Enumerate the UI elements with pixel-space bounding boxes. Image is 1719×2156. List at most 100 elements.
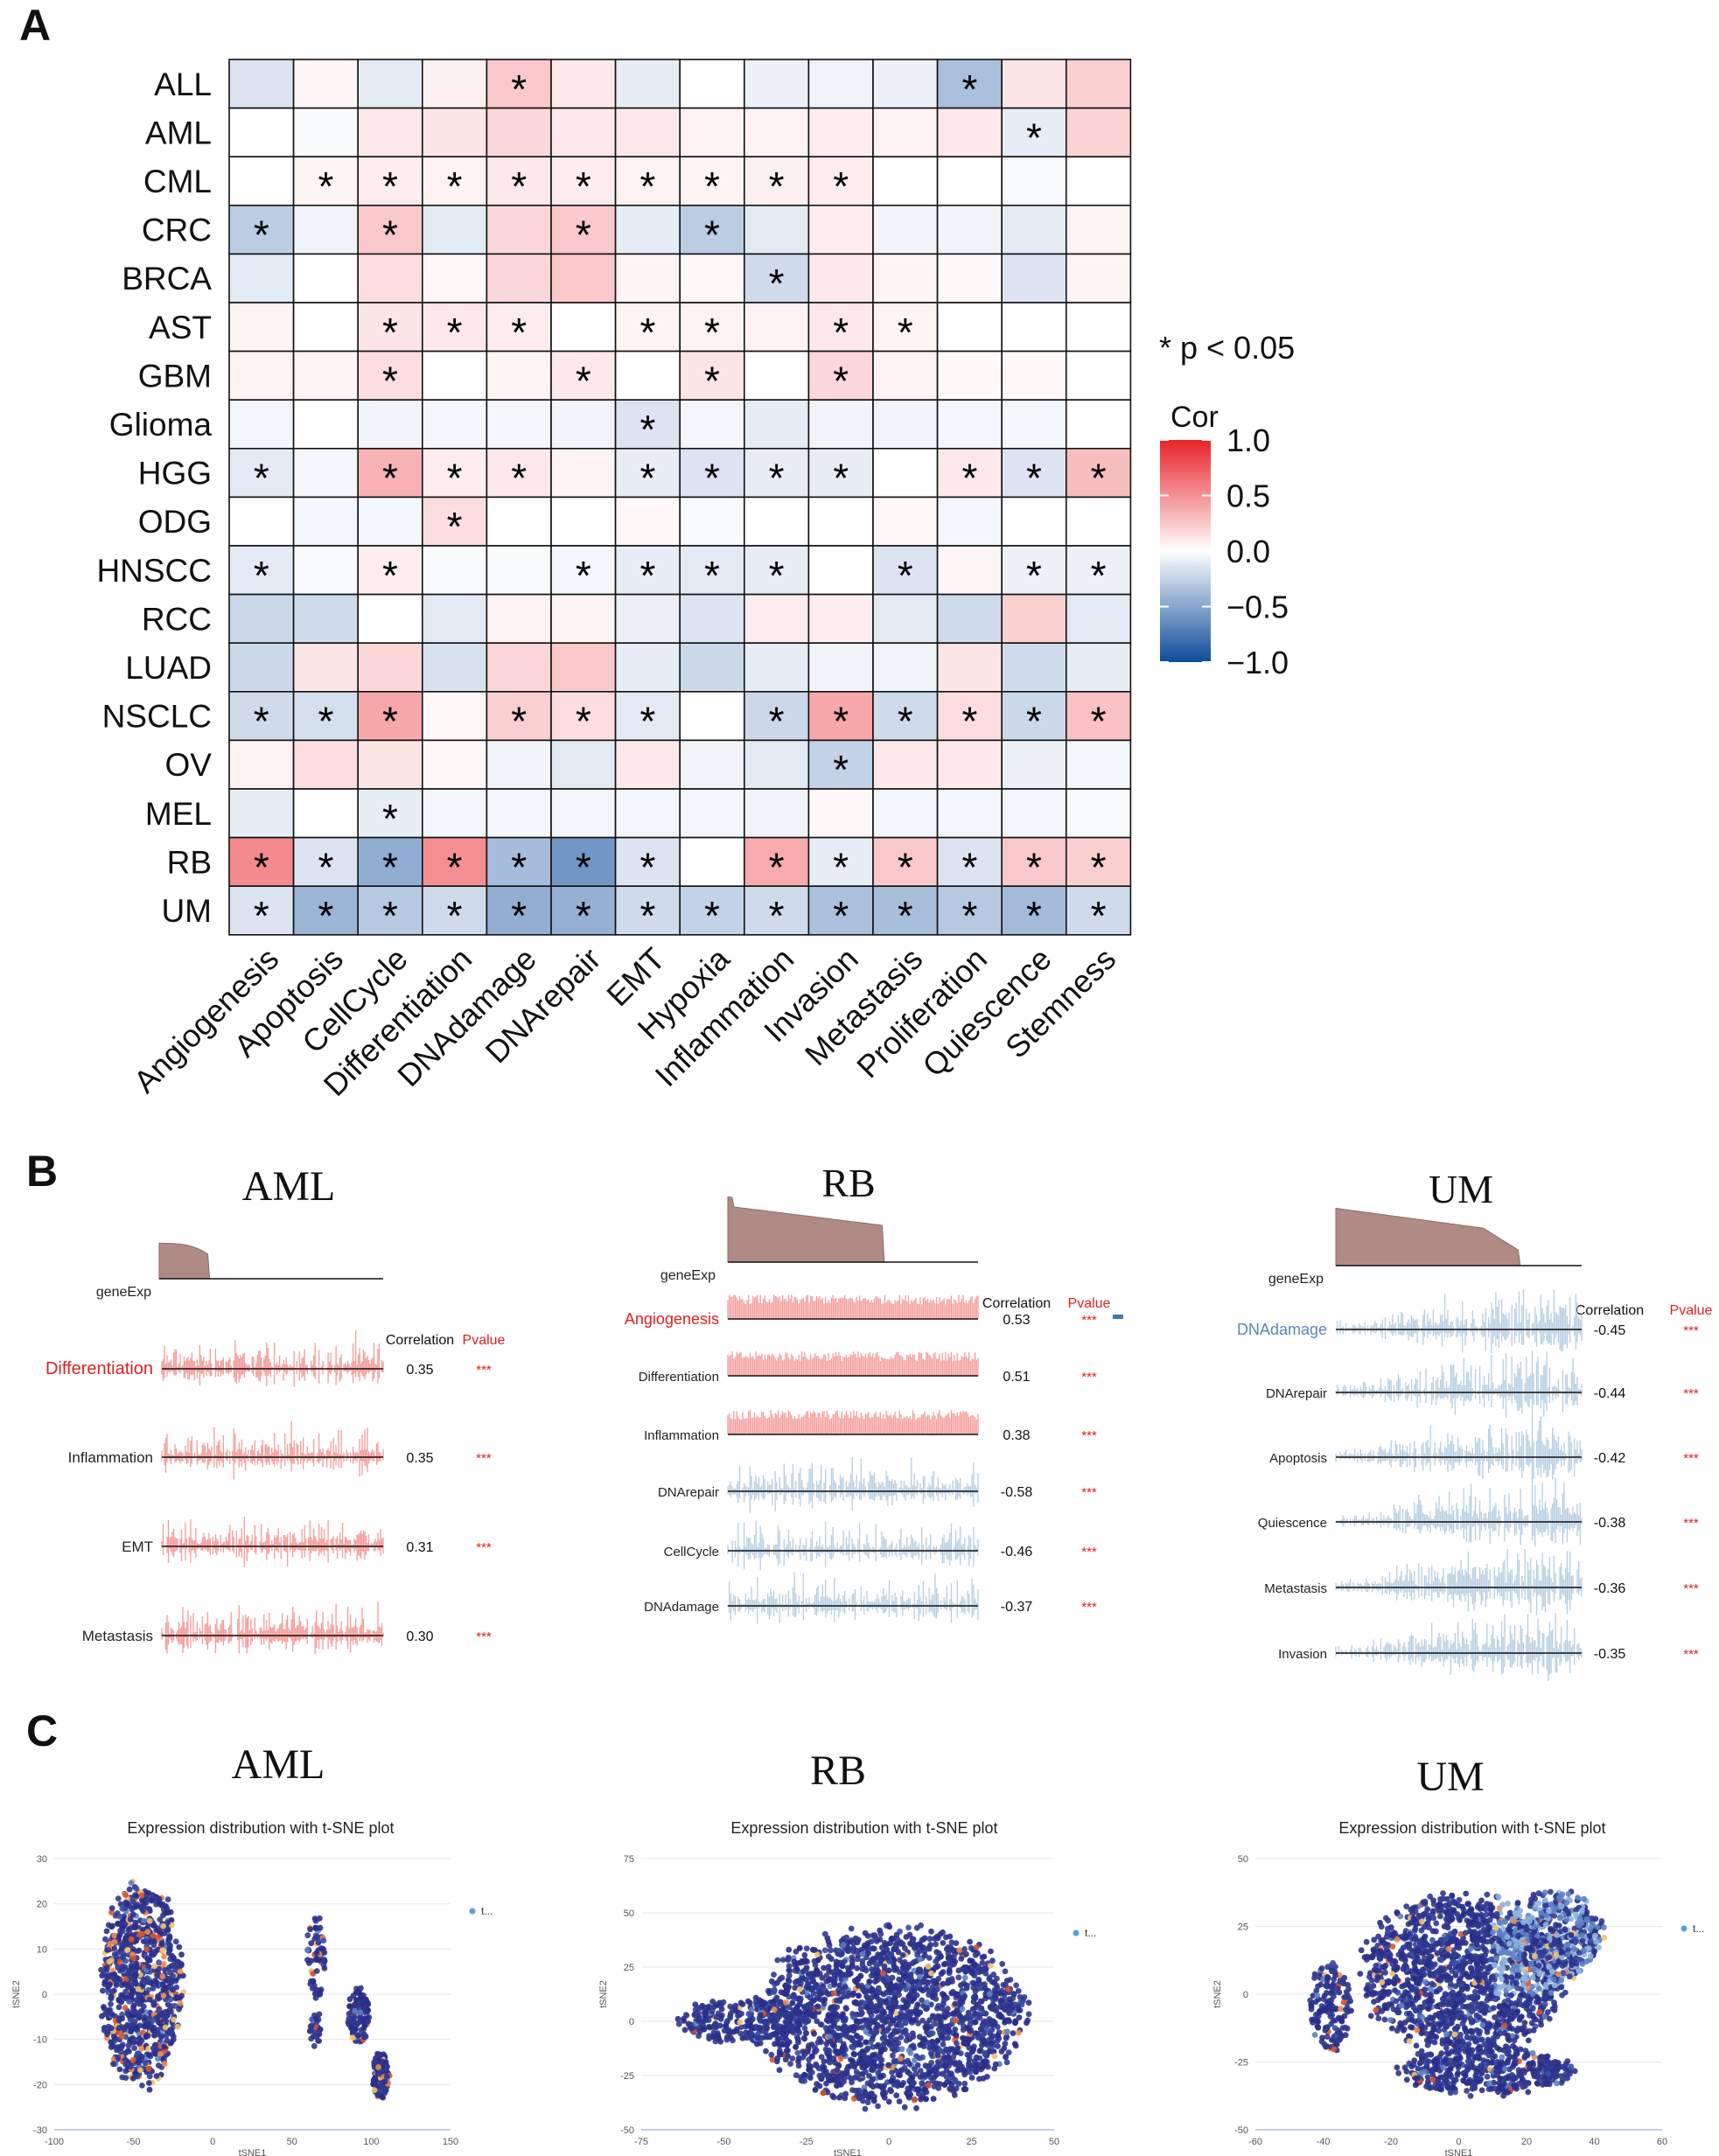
heatmap-cell (1066, 836, 1132, 887)
significance-mark: * (639, 553, 655, 598)
data-point (107, 1940, 114, 1947)
data-point (885, 1986, 892, 1993)
data-point (119, 1992, 126, 1999)
data-point (161, 2061, 168, 2068)
data-point (143, 1946, 150, 1953)
data-point (805, 1971, 812, 1978)
data-point (877, 1958, 884, 1965)
track-label: DNArepair (658, 1485, 719, 1500)
x-tick-label: -50 (127, 2137, 141, 2147)
data-point (110, 2061, 116, 2068)
data-point (157, 1901, 164, 1908)
significance-mark: * (833, 456, 849, 501)
legend-marker (469, 1908, 476, 1915)
data-point (139, 1930, 146, 1937)
data-point (911, 1941, 918, 1948)
pvalue-stars: *** (476, 1629, 492, 1644)
data-point (948, 1939, 955, 1946)
correlation-value: -0.42 (1594, 1451, 1626, 1466)
legend-tick-label: 1.0 (1226, 422, 1270, 458)
y-tick-label: 50 (624, 1908, 634, 1919)
data-point (806, 2064, 813, 2071)
significance-mark: * (769, 164, 785, 209)
correlation-value: -0.46 (1001, 1545, 1033, 1559)
data-point (924, 2005, 930, 2012)
data-point (125, 1971, 131, 1978)
data-point (815, 1985, 822, 1992)
heatmap-cell (228, 350, 295, 401)
heatmap-cell (872, 350, 939, 401)
data-point (992, 1993, 999, 2000)
data-point (831, 2007, 838, 2014)
data-point (875, 2041, 882, 2048)
data-point (860, 1986, 867, 1993)
correlation-track (727, 1456, 979, 1513)
correlation-value: -0.36 (1594, 1581, 1626, 1596)
data-point (891, 1964, 898, 1971)
data-point (912, 2057, 918, 2064)
data-point (953, 2032, 960, 2039)
y-tick-label: 25 (624, 1963, 634, 1973)
data-point (122, 1980, 128, 1987)
data-point (885, 2098, 892, 2105)
significance-mark: * (382, 796, 398, 841)
data-point (179, 1972, 186, 1979)
data-point (1525, 2037, 1532, 2044)
heatmap-cell (486, 302, 552, 352)
row-label: MEL (145, 796, 212, 832)
data-point (851, 2051, 858, 2058)
y-tick-label: 30 (37, 1854, 47, 1865)
data-point (793, 2005, 800, 2012)
significance-mark: * (576, 164, 591, 209)
significance-mark: * (1091, 699, 1107, 744)
row-label: BRCA (122, 261, 212, 297)
data-point (901, 1958, 908, 1965)
data-point (164, 1896, 171, 1903)
legend-tick-label: −1.0 (1226, 645, 1289, 680)
significance-mark: * (382, 213, 398, 258)
data-point (898, 2046, 905, 2053)
data-point (117, 2048, 124, 2055)
data-point (891, 1999, 898, 2006)
data-point (1373, 2006, 1380, 2013)
heatmap-cell (1001, 593, 1067, 644)
data-point (1010, 2030, 1017, 2037)
data-point (821, 1996, 828, 2003)
legend-tick-label: 0.5 (1226, 478, 1270, 514)
data-point (727, 2013, 734, 2020)
data-point (927, 2030, 934, 2037)
data-point (914, 2086, 921, 2093)
heatmap-cell (550, 107, 617, 157)
significance-mark: * (898, 699, 913, 744)
data-point (107, 1981, 113, 1988)
data-point (979, 1959, 986, 1966)
data-point (312, 1994, 319, 2001)
data-point (1394, 1936, 1401, 1943)
row-label: AML (145, 115, 212, 150)
significance-mark: * (769, 699, 785, 744)
data-point (173, 1993, 180, 2000)
data-point (1003, 2054, 1009, 2061)
heatmap-cell (1001, 836, 1067, 887)
correlation-track (1335, 1289, 1583, 1354)
data-point (308, 1940, 315, 1947)
data-point (900, 2004, 907, 2011)
significance-mark: * (898, 310, 913, 355)
data-point (167, 2008, 174, 2015)
data-point (681, 2015, 687, 2022)
heatmap-cell (421, 642, 488, 693)
data-point (746, 1999, 753, 2006)
data-point (910, 2080, 916, 2087)
data-point (177, 1968, 184, 1975)
data-point (801, 2077, 807, 2084)
data-point (130, 2038, 137, 2044)
data-point (919, 2054, 926, 2061)
data-point (911, 2097, 918, 2104)
data-point (120, 1952, 127, 1959)
data-point (177, 1999, 184, 2006)
data-point (972, 1981, 979, 1988)
correlation-value: 0.51 (1003, 1370, 1030, 1385)
data-point (889, 1936, 895, 1942)
heatmap-cell (1066, 302, 1132, 352)
